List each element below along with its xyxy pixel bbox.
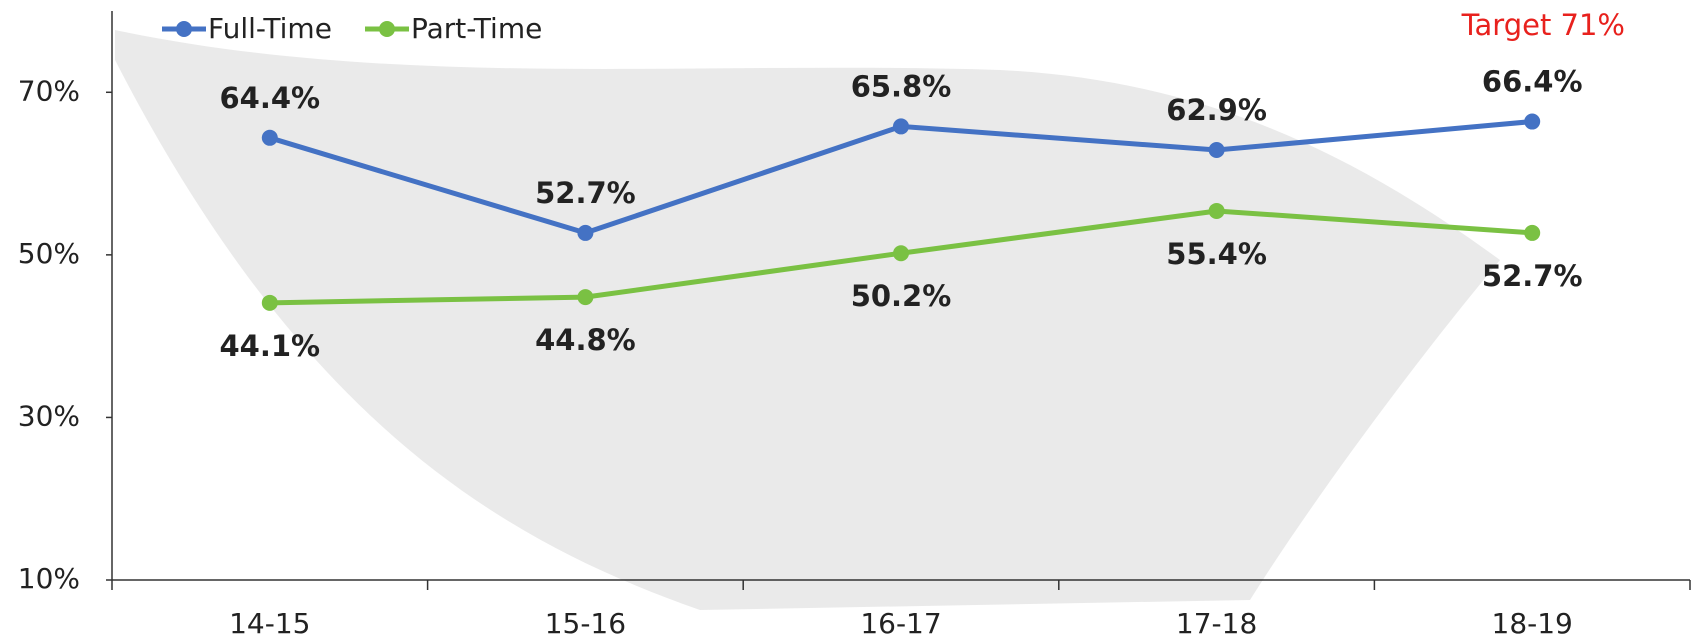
- y-tick-label: 70%: [18, 74, 80, 107]
- x-tick-label: 14-15: [229, 607, 310, 640]
- data-label: 55.4%: [1166, 237, 1267, 271]
- point: [1208, 202, 1225, 219]
- x-tick-label: 16-17: [860, 607, 941, 640]
- data-label: 65.8%: [851, 69, 952, 103]
- point: [1524, 224, 1541, 241]
- target-annotation: Target 71%: [1461, 8, 1625, 42]
- data-label: 52.7%: [535, 176, 636, 210]
- point: [893, 118, 909, 135]
- legend-marker: [176, 21, 192, 37]
- y-tick-label: 30%: [18, 399, 80, 432]
- data-label: 66.4%: [1482, 65, 1583, 99]
- data-label: 62.9%: [1166, 93, 1267, 127]
- point: [1208, 141, 1225, 158]
- point: [893, 245, 909, 262]
- data-label: 64.4%: [219, 81, 320, 115]
- x-tick-label: 17-18: [1176, 607, 1257, 640]
- x-tick-label: 18-19: [1492, 607, 1573, 640]
- point: [577, 224, 594, 241]
- data-label: 44.8%: [535, 323, 636, 357]
- data-label: 52.7%: [1482, 259, 1583, 293]
- y-tick-label: 50%: [18, 237, 80, 270]
- background-swoosh: [115, 30, 1500, 610]
- legend-label: Part-Time: [411, 12, 542, 45]
- data-label: 50.2%: [851, 279, 952, 313]
- x-tick-label: 15-16: [545, 607, 626, 640]
- legend-label: Full-Time: [208, 12, 332, 45]
- point: [261, 129, 278, 146]
- point: [577, 289, 594, 306]
- data-label: 44.1%: [219, 329, 320, 363]
- y-tick-label: 10%: [18, 562, 80, 595]
- legend-marker: [379, 21, 395, 37]
- point: [261, 294, 278, 311]
- point: [1524, 113, 1541, 130]
